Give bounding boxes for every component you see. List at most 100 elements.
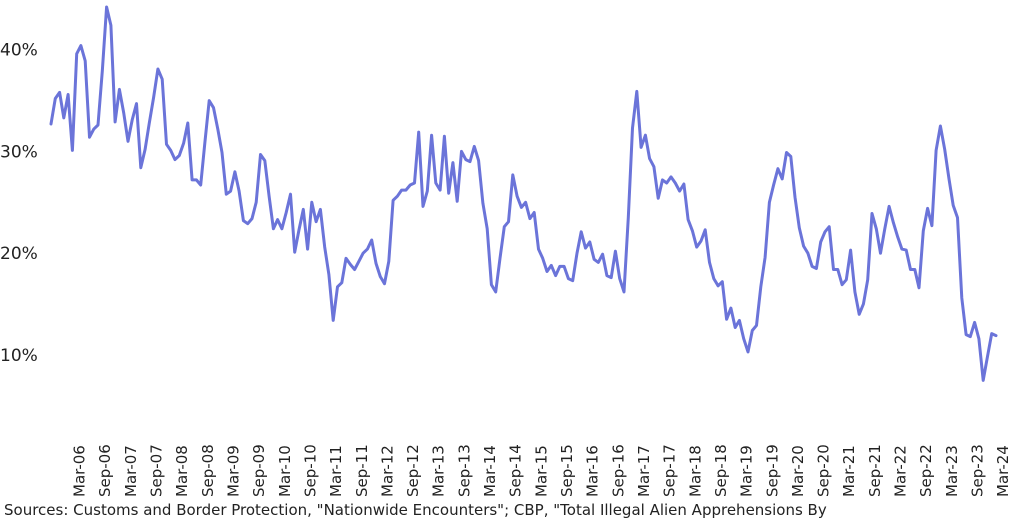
data-point xyxy=(524,201,527,204)
data-point xyxy=(332,319,335,322)
data-point xyxy=(195,178,198,181)
data-point xyxy=(862,303,865,306)
data-point xyxy=(417,131,420,134)
data-point xyxy=(469,160,472,163)
source-note: Sources: Customs and Border Protection, … xyxy=(4,501,827,519)
data-point xyxy=(404,189,407,192)
data-point xyxy=(293,251,296,254)
y-tick-label: 10% xyxy=(0,346,38,366)
data-point xyxy=(537,248,540,251)
data-point xyxy=(238,190,241,193)
data-point xyxy=(759,285,762,288)
data-point xyxy=(216,128,219,131)
data-point xyxy=(516,195,519,198)
data-point xyxy=(918,286,921,289)
data-point xyxy=(242,219,245,222)
data-point xyxy=(229,190,232,193)
data-point xyxy=(858,313,861,316)
data-point xyxy=(75,52,78,55)
data-point xyxy=(687,218,690,221)
data-point xyxy=(101,70,104,73)
data-point xyxy=(370,239,373,242)
data-point xyxy=(494,290,497,293)
data-point xyxy=(665,182,668,185)
data-point xyxy=(144,148,147,151)
data-point xyxy=(276,218,279,221)
x-tick-label: Sep-18 xyxy=(712,444,730,497)
data-point xyxy=(682,183,685,186)
data-point xyxy=(879,252,882,255)
data-point xyxy=(486,227,489,230)
data-point xyxy=(802,245,805,248)
data-point xyxy=(640,146,643,149)
data-point xyxy=(186,122,189,125)
data-point xyxy=(845,278,848,281)
data-point xyxy=(935,149,938,152)
data-point xyxy=(302,208,305,211)
data-point xyxy=(161,78,164,81)
data-point xyxy=(97,124,100,127)
data-point xyxy=(849,249,852,252)
data-point xyxy=(631,127,634,130)
data-point xyxy=(456,200,459,203)
data-point xyxy=(396,195,399,198)
data-point xyxy=(576,252,579,255)
x-tick-label: Sep-23 xyxy=(969,444,987,497)
x-tick-label: Sep-20 xyxy=(815,444,833,497)
data-point xyxy=(203,141,206,144)
x-tick-label: Sep-11 xyxy=(353,444,371,497)
data-point xyxy=(661,178,664,181)
x-tick-label: Mar-21 xyxy=(840,445,858,497)
data-point xyxy=(383,282,386,285)
data-point xyxy=(268,195,271,198)
data-point xyxy=(853,290,856,293)
x-tick-label: Mar-23 xyxy=(943,445,961,497)
data-point xyxy=(353,268,356,271)
data-point xyxy=(794,196,797,199)
data-point xyxy=(824,230,827,233)
x-tick-label: Mar-15 xyxy=(532,445,550,497)
data-point xyxy=(109,24,112,27)
data-point xyxy=(670,175,673,178)
data-point xyxy=(503,225,506,228)
data-point xyxy=(896,235,899,238)
series-line xyxy=(49,5,998,382)
data-point xyxy=(986,356,989,359)
data-point xyxy=(251,217,254,220)
data-point xyxy=(597,261,600,264)
data-point xyxy=(439,189,442,192)
data-point xyxy=(909,268,912,271)
data-point xyxy=(430,134,433,137)
data-point xyxy=(92,128,95,131)
data-point xyxy=(614,250,617,253)
data-point xyxy=(336,285,339,288)
x-tick-label: Mar-20 xyxy=(789,445,807,497)
data-point xyxy=(84,59,87,62)
data-point xyxy=(977,337,980,340)
data-point xyxy=(789,155,792,158)
data-point xyxy=(114,120,117,123)
data-point xyxy=(88,136,91,139)
data-point xyxy=(67,93,70,96)
x-tick-label: Mar-14 xyxy=(481,445,499,497)
y-tick-label: 20% xyxy=(0,244,38,264)
data-point xyxy=(191,178,194,181)
data-point xyxy=(593,258,596,261)
data-point xyxy=(148,122,151,125)
data-point xyxy=(255,201,258,204)
data-point xyxy=(511,173,514,176)
data-point xyxy=(233,170,236,173)
data-point xyxy=(413,182,416,185)
data-point xyxy=(199,184,202,187)
data-point xyxy=(131,118,134,121)
data-point xyxy=(601,253,604,256)
data-point xyxy=(280,227,283,230)
data-point xyxy=(930,224,933,227)
data-point xyxy=(926,207,929,210)
data-point xyxy=(156,68,159,71)
data-point xyxy=(507,220,510,223)
data-point xyxy=(571,279,574,282)
data-point xyxy=(982,379,985,382)
x-tick-label: Mar-10 xyxy=(276,445,294,497)
x-tick-label: Mar-16 xyxy=(584,445,602,497)
